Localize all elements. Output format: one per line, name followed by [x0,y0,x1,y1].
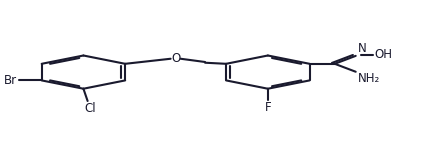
Text: Cl: Cl [84,102,95,115]
Text: N: N [358,42,366,55]
Text: NH₂: NH₂ [358,72,380,86]
Text: F: F [264,100,271,114]
Text: O: O [171,52,180,65]
Text: OH: OH [375,48,393,61]
Text: Br: Br [4,74,17,87]
